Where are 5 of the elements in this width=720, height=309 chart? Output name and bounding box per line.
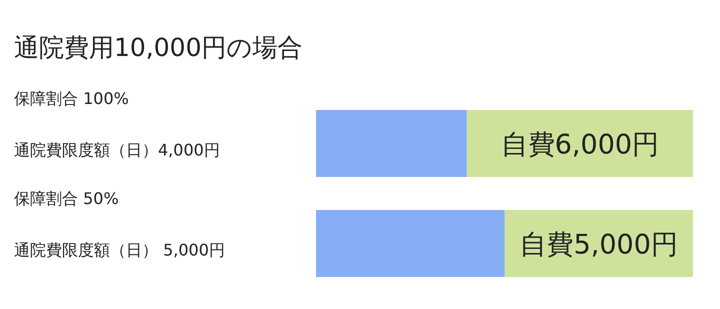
category-label: 保障割合 50% 通院費限度額（日） 5,000円 [14,189,225,260]
data-label: 自費5,000円 [520,230,678,260]
data-label: 自費6,000円 [500,130,660,160]
chart-title: 通院費用10,000円の場合 [14,33,302,62]
category-label: 保障割合 100% 通院費限度額（日）4,000円 [14,89,220,160]
